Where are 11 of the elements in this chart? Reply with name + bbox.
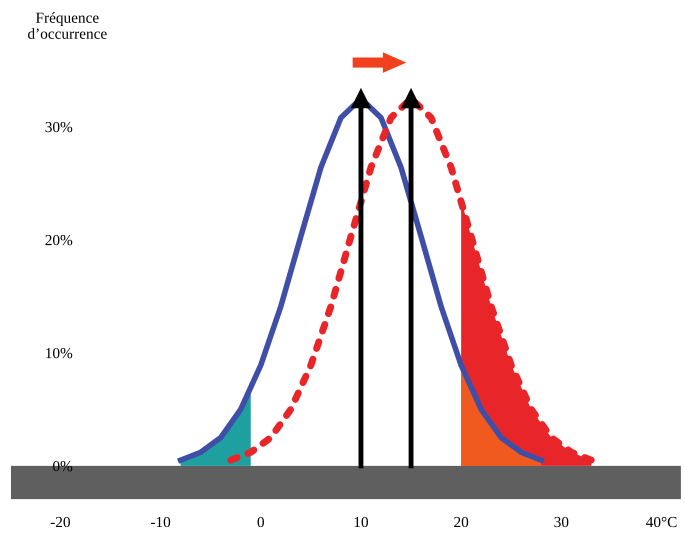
y-tick-label: 20%	[45, 234, 72, 246]
x-tick-label: 20	[454, 516, 468, 528]
x-tick-label: -20	[50, 516, 70, 528]
x-tick-label: 40°C	[646, 516, 676, 528]
y-tick-label: 10%	[46, 348, 72, 358]
y-tick-label: 30%	[46, 122, 72, 132]
x-tick-label: 0	[258, 516, 264, 528]
x-tick-label: 10	[354, 516, 368, 528]
y-axis-title: Fréquence d’occurrence	[28, 12, 107, 39]
x-tick-label: 30	[554, 516, 568, 528]
x-tick-label: -10	[150, 516, 170, 528]
